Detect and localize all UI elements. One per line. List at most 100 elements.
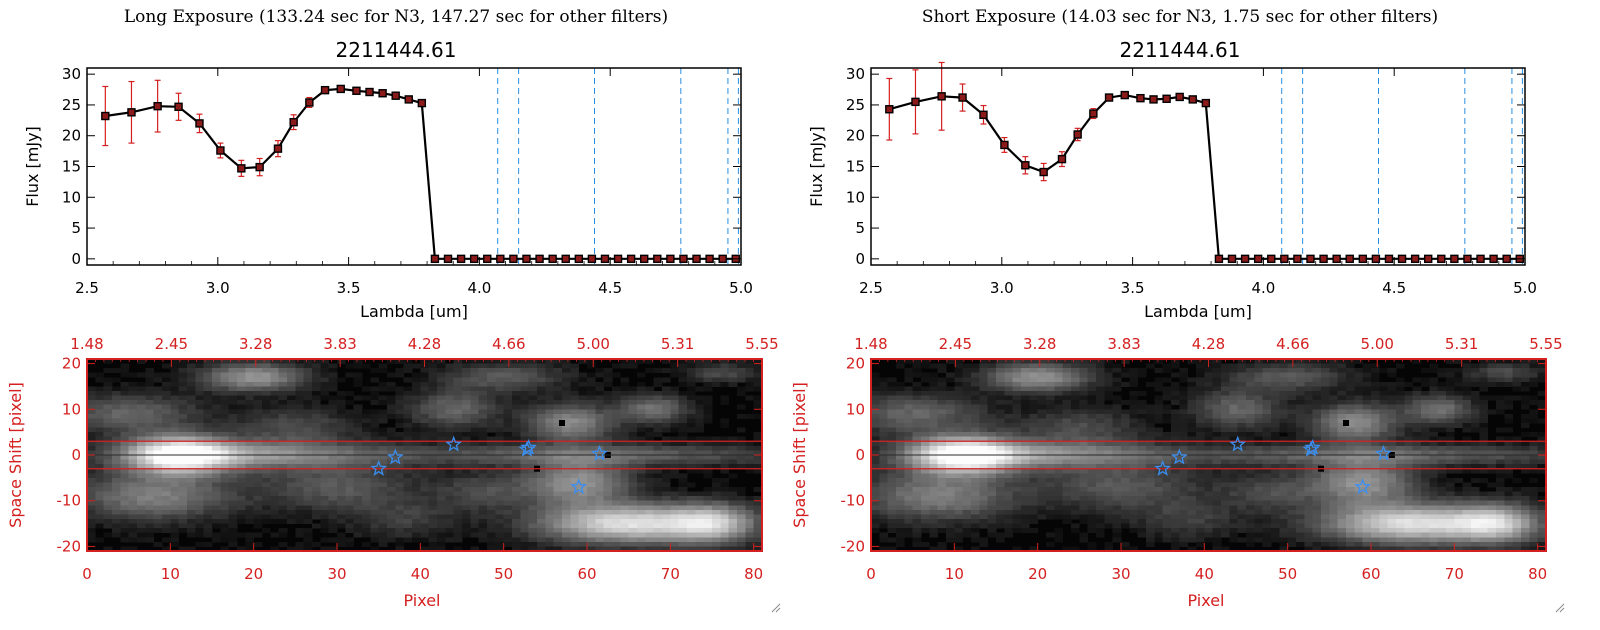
image-pixel [695, 436, 705, 442]
image-pixel [228, 359, 238, 364]
image-pixel [753, 459, 763, 465]
image-pixel [537, 468, 546, 474]
image-pixel [437, 468, 446, 474]
image-pixel [353, 473, 363, 479]
image-pixel [145, 381, 155, 387]
image-pixel [95, 395, 105, 401]
image-pixel [137, 464, 146, 470]
image-pixel [1237, 436, 1247, 442]
pixel-axis-label: Pixel [403, 591, 440, 610]
image-pixel [220, 514, 230, 520]
image-pixel [87, 432, 96, 438]
image-pixel [545, 368, 555, 374]
image-pixel [1329, 404, 1339, 410]
image-pixel [1496, 372, 1505, 378]
image-pixel [153, 377, 163, 383]
image-pixel [245, 381, 255, 387]
image-pixel [887, 381, 897, 387]
image-pixel [395, 400, 405, 406]
image-pixel [545, 391, 555, 396]
image-pixel [1037, 363, 1047, 369]
image-pixel [937, 391, 947, 396]
image-pixel [270, 432, 280, 438]
image-pixel [1271, 377, 1280, 383]
image-pixel [370, 509, 380, 515]
image-pixel [1079, 381, 1089, 387]
image-pixel [528, 427, 538, 433]
image-pixel [545, 464, 555, 470]
image-pixel [637, 432, 646, 438]
image-pixel [879, 409, 889, 415]
image-pixel [971, 381, 980, 387]
image-pixel [112, 468, 121, 474]
image-pixel [112, 528, 121, 534]
image-pixel [1046, 404, 1055, 410]
image-pixel [1529, 413, 1539, 419]
image-pixel [253, 377, 263, 383]
image-pixel [612, 391, 621, 396]
image-pixel [1379, 441, 1389, 447]
image-pixel [1021, 427, 1030, 433]
image-pixel [320, 432, 330, 438]
image-pixel [1362, 441, 1372, 447]
image-pixel [603, 413, 613, 419]
image-pixel [178, 509, 188, 515]
image-pixel [412, 363, 421, 369]
image-pixel [428, 523, 438, 529]
image-pixel [170, 368, 180, 374]
image-pixel [595, 477, 605, 483]
image-pixel [362, 468, 371, 474]
image-pixel [921, 413, 930, 419]
image-pixel [553, 386, 563, 392]
image-pixel [1021, 413, 1030, 419]
image-pixel [1287, 386, 1297, 392]
image-pixel [303, 519, 313, 524]
image-pixel [1529, 363, 1539, 369]
image-pixel [1196, 423, 1205, 428]
image-pixel [1346, 359, 1355, 364]
image-pixel [253, 372, 263, 378]
image-pixel [328, 377, 338, 383]
image-pixel [345, 477, 355, 483]
image-pixel [578, 395, 588, 401]
image-pixel [420, 409, 430, 415]
image-pixel [470, 509, 480, 515]
image-pixel [328, 400, 338, 406]
image-pixel [570, 377, 580, 383]
data-point [1267, 254, 1276, 264]
image-pixel [445, 532, 455, 538]
image-pixel [1054, 391, 1064, 396]
image-pixel [353, 487, 363, 492]
image-pixel [1221, 423, 1230, 428]
image-pixel [395, 537, 405, 543]
image-pixel [1496, 381, 1505, 387]
image-pixel [587, 413, 596, 419]
image-pixel [1279, 359, 1289, 364]
image-pixel [462, 477, 471, 483]
image-pixel [578, 432, 588, 438]
image-pixel [178, 427, 188, 433]
image-pixel [1171, 363, 1180, 369]
image-pixel [478, 395, 488, 401]
image-pixel [245, 395, 255, 401]
image-pixel [253, 514, 263, 520]
image-pixel [520, 381, 530, 387]
image-pixel [487, 391, 496, 396]
image-pixel [1146, 445, 1155, 451]
image-pixel [670, 473, 680, 479]
image-pixel [1421, 368, 1430, 374]
image-pixel [262, 427, 271, 433]
image-pixel [520, 400, 530, 406]
image-pixel [287, 482, 296, 488]
pixel-tick-label: 30 [327, 565, 346, 583]
image-pixel [620, 528, 630, 534]
image-pixel [412, 477, 421, 483]
image-pixel [578, 519, 588, 524]
image-pixel [620, 509, 630, 515]
image-pixel [962, 423, 972, 428]
image-pixel [128, 441, 138, 447]
image-pixel [1054, 381, 1064, 387]
image-pixel [1137, 400, 1147, 406]
image-pixel [303, 432, 313, 438]
image-pixel [253, 450, 263, 456]
